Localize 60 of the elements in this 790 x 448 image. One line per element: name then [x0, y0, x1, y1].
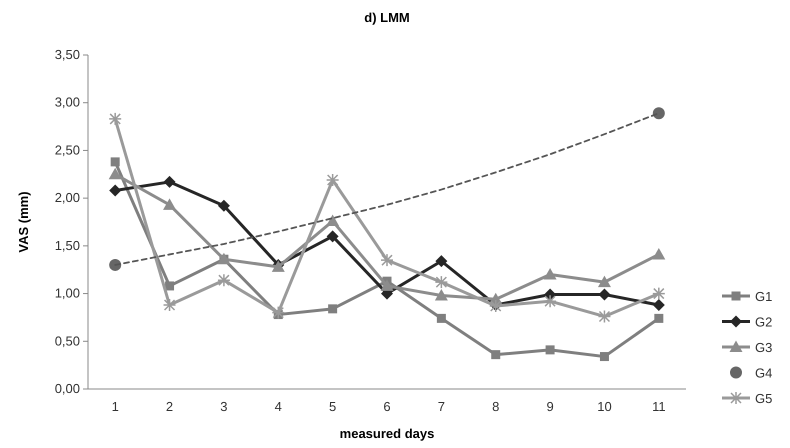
- y-axis-title: VAS (mm): [16, 191, 31, 253]
- point: [434, 288, 448, 300]
- point: [272, 306, 286, 320]
- point: [217, 273, 231, 287]
- x-tick-label: 8: [492, 399, 500, 414]
- y-tick-label: 3,50: [54, 47, 80, 62]
- x-tick-label: 4: [274, 399, 282, 414]
- point: [598, 310, 612, 324]
- point: [652, 107, 665, 120]
- point: [600, 352, 609, 362]
- x-tick-label: 10: [597, 399, 612, 414]
- y-tick-label: 0,50: [54, 333, 80, 348]
- point: [434, 275, 448, 289]
- point: [165, 281, 174, 290]
- point: [652, 248, 666, 260]
- point: [218, 200, 230, 212]
- x-tick-label: 7: [438, 399, 445, 414]
- x-tick-label: 5: [329, 399, 336, 414]
- point: [326, 230, 339, 242]
- y-tick-label: 1,50: [54, 238, 80, 253]
- y-tick-label: 3,00: [54, 94, 80, 110]
- point: [162, 298, 176, 312]
- point: [435, 255, 448, 268]
- y-tick-label: 0,00: [54, 381, 80, 396]
- point: [163, 198, 176, 210]
- point: [108, 168, 122, 180]
- point: [326, 214, 340, 226]
- legend-label: G5: [755, 391, 772, 406]
- point: [543, 294, 557, 308]
- y-tick-label: 2,00: [54, 190, 80, 206]
- point: [436, 314, 446, 323]
- x-tick-label: 11: [652, 399, 666, 414]
- x-axis-title: measured days: [340, 426, 434, 441]
- point: [652, 299, 665, 312]
- y-tick-label: 2,50: [54, 142, 80, 158]
- point: [109, 184, 122, 197]
- point: [328, 304, 338, 314]
- legend-label: G1: [755, 289, 772, 304]
- point: [544, 268, 557, 280]
- x-tick-label: 6: [383, 399, 391, 414]
- x-tick-label: 2: [166, 399, 174, 414]
- point: [164, 176, 176, 188]
- legend-label: G2: [755, 314, 772, 330]
- x-tick-label: 9: [546, 399, 554, 414]
- point: [652, 286, 666, 300]
- point: [654, 314, 664, 323]
- point: [110, 157, 120, 166]
- point: [598, 276, 611, 288]
- legend-label: G3: [755, 340, 772, 355]
- point: [326, 173, 340, 187]
- point: [380, 279, 394, 291]
- point: [491, 350, 500, 360]
- point: [108, 112, 122, 126]
- y-tick-label: 1,00: [54, 286, 80, 301]
- legend-label: G4: [755, 366, 772, 380]
- x-tick-label: 3: [220, 399, 228, 414]
- point: [546, 345, 555, 354]
- point: [380, 253, 394, 267]
- x-tick-label: 1: [112, 399, 119, 414]
- chart-title: d) LMM: [364, 10, 410, 25]
